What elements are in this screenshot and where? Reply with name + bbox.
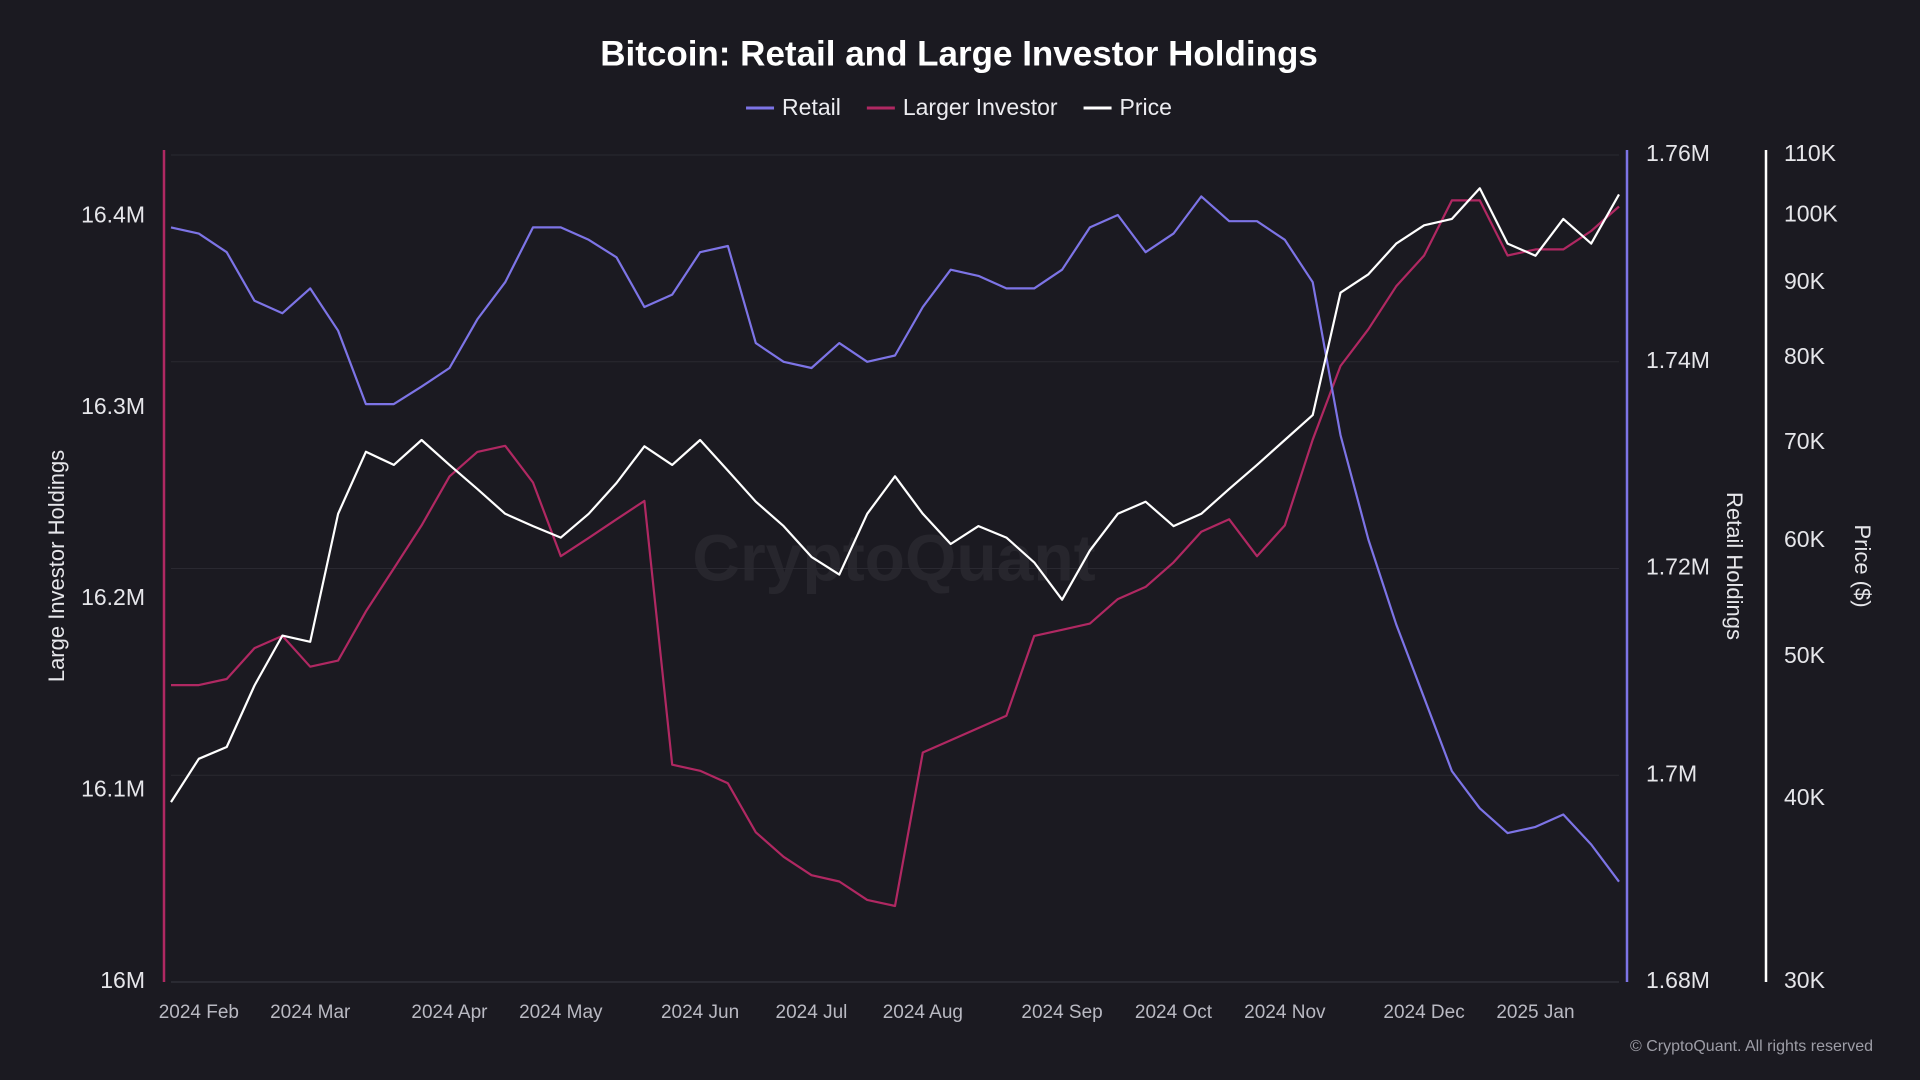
x-tick-label: 2024 Aug	[883, 1002, 963, 1023]
y2-tick-label: 1.68M	[1646, 967, 1710, 993]
series-line	[171, 199, 1620, 908]
x-tick-label: 2024 Sep	[1021, 1002, 1102, 1023]
x-tick-label: 2024 Feb	[159, 1002, 239, 1023]
x-tick-label: 2024 Oct	[1135, 1002, 1213, 1023]
x-tick-label: 2024 Nov	[1244, 1002, 1326, 1023]
y-axis-title: Large Investor Holdings	[44, 450, 69, 682]
y-tick-label: 16.1M	[81, 776, 145, 802]
x-tick-label: 2024 Jun	[661, 1002, 739, 1023]
legend-item: Retail	[746, 94, 841, 120]
x-tick-label: 2024 Apr	[411, 1002, 488, 1023]
y3-tick-label: 30K	[1784, 967, 1826, 993]
y2-tick-label: 1.74M	[1646, 347, 1710, 373]
y2-tick-label: 1.7M	[1646, 760, 1697, 786]
legend-label: Retail	[782, 94, 841, 120]
chart-title: Bitcoin: Retail and Large Investor Holdi…	[600, 34, 1318, 73]
series-line	[170, 187, 1620, 803]
legend: Retail Larger Investor Price	[746, 94, 1172, 120]
x-tick-label: 2025 Jan	[1496, 1002, 1574, 1023]
y3-tick-label: 70K	[1784, 428, 1826, 454]
y3-tick-label: 40K	[1784, 784, 1826, 810]
y3-axis-title: Price ($)	[1850, 524, 1875, 607]
watermark: CryptoQuant	[692, 520, 1095, 594]
y-tick-label: 16.3M	[81, 393, 145, 419]
y2-tick-label: 1.72M	[1646, 554, 1710, 580]
y-tick-label: 16.2M	[81, 584, 145, 610]
legend-item: Price	[1083, 94, 1172, 120]
y3-tick-label: 110K	[1784, 140, 1837, 166]
y3-tick-label: 90K	[1784, 268, 1826, 294]
x-tick-label: 2024 Mar	[270, 1002, 351, 1023]
x-tick-label: 2024 Dec	[1383, 1002, 1464, 1023]
y3-tick-label: 50K	[1784, 642, 1826, 668]
legend-label: Larger Investor	[903, 94, 1058, 120]
y3-tick-label: 100K	[1784, 201, 1838, 227]
y-tick-label: 16.4M	[81, 201, 145, 227]
y3-tick-label: 80K	[1784, 343, 1826, 369]
series-line	[170, 195, 1620, 883]
y-tick-label: 16M	[100, 967, 145, 993]
x-tick-label: 2024 Jul	[776, 1002, 848, 1023]
y2-axis-title: Retail Holdings	[1722, 492, 1747, 640]
legend-label: Price	[1120, 94, 1172, 120]
legend-item: Larger Investor	[866, 94, 1058, 120]
y3-tick-label: 60K	[1784, 526, 1826, 552]
credit: © CryptoQuant. All rights reserved	[1630, 1038, 1873, 1055]
x-tick-label: 2024 May	[519, 1002, 603, 1023]
y2-tick-label: 1.76M	[1646, 140, 1710, 166]
